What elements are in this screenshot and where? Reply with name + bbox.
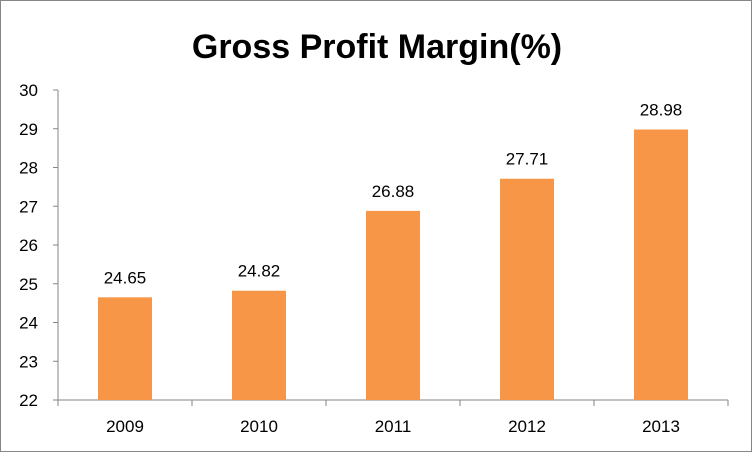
data-label: 27.71 <box>506 150 549 169</box>
y-tick-label: 25 <box>19 275 38 294</box>
bar-2011 <box>366 210 420 400</box>
y-tick-label: 30 <box>19 81 38 100</box>
bar-2012 <box>500 178 554 400</box>
bar-2013 <box>634 129 688 400</box>
x-tick-label: 2009 <box>106 417 144 436</box>
y-tick-label: 26 <box>19 236 38 255</box>
y-tick-label: 27 <box>19 197 38 216</box>
y-tick-label: 24 <box>19 314 38 333</box>
y-tick-label: 23 <box>19 352 38 371</box>
data-label: 28.98 <box>640 101 683 120</box>
data-label: 24.65 <box>104 268 147 287</box>
chart-title: Gross Profit Margin(%) <box>192 28 562 66</box>
data-label: 26.88 <box>372 182 415 201</box>
y-tick-label: 28 <box>19 159 38 178</box>
axes: 22 23 24 25 26 27 28 29 30 2009 2010 2011 2012 2013 <box>19 81 729 436</box>
data-label: 24.82 <box>238 262 281 281</box>
bars <box>98 129 688 400</box>
y-tick-label: 29 <box>19 120 38 139</box>
bar-2010 <box>232 290 286 400</box>
x-tick-label: 2010 <box>240 417 278 436</box>
bar-2009 <box>98 297 152 400</box>
y-tick-label: 22 <box>19 391 38 410</box>
x-tick-label: 2013 <box>642 417 680 436</box>
data-labels: 24.65 24.82 26.88 27.71 28.98 <box>104 101 683 288</box>
x-tick-label: 2012 <box>508 417 546 436</box>
x-tick-label: 2011 <box>375 417 412 436</box>
